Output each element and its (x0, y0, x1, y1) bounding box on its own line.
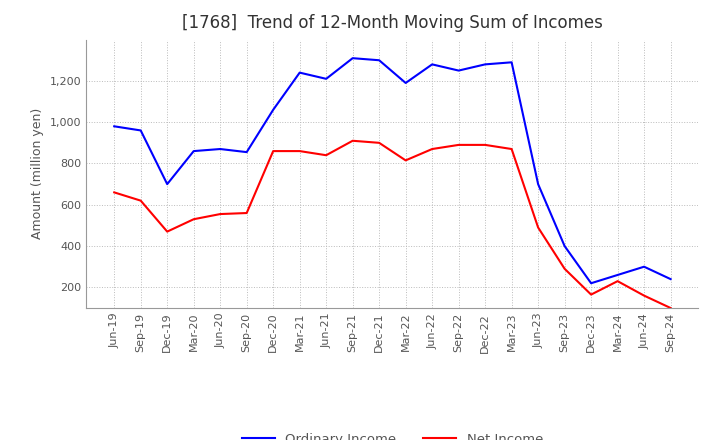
Title: [1768]  Trend of 12-Month Moving Sum of Incomes: [1768] Trend of 12-Month Moving Sum of I… (182, 15, 603, 33)
Ordinary Income (110, 124, 119, 129)
Net Income (322, 153, 330, 158)
Net Income (534, 225, 542, 230)
Net Income (163, 229, 171, 234)
Net Income (640, 293, 649, 298)
Net Income (587, 292, 595, 297)
Ordinary Income (216, 147, 225, 152)
Net Income (666, 305, 675, 311)
Ordinary Income (189, 148, 198, 154)
Net Income (295, 148, 304, 154)
Y-axis label: Amount (million yen): Amount (million yen) (32, 108, 45, 239)
Ordinary Income (401, 81, 410, 86)
Ordinary Income (587, 281, 595, 286)
Ordinary Income (428, 62, 436, 67)
Net Income (454, 142, 463, 147)
Net Income (481, 142, 490, 147)
Net Income (243, 210, 251, 216)
Ordinary Income (666, 276, 675, 282)
Net Income (428, 147, 436, 152)
Ordinary Income (534, 181, 542, 187)
Ordinary Income (454, 68, 463, 73)
Net Income (348, 138, 357, 143)
Net Income (216, 211, 225, 216)
Net Income (189, 216, 198, 222)
Ordinary Income (295, 70, 304, 75)
Ordinary Income (640, 264, 649, 269)
Net Income (375, 140, 384, 146)
Ordinary Income (560, 243, 569, 249)
Net Income (401, 158, 410, 163)
Ordinary Income (136, 128, 145, 133)
Net Income (136, 198, 145, 203)
Net Income (110, 190, 119, 195)
Ordinary Income (269, 107, 277, 113)
Ordinary Income (481, 62, 490, 67)
Line: Ordinary Income: Ordinary Income (114, 58, 670, 283)
Ordinary Income (243, 150, 251, 155)
Ordinary Income (375, 58, 384, 63)
Net Income (613, 279, 622, 284)
Ordinary Income (322, 76, 330, 81)
Ordinary Income (508, 60, 516, 65)
Ordinary Income (613, 272, 622, 278)
Legend: Ordinary Income, Net Income: Ordinary Income, Net Income (237, 427, 548, 440)
Net Income (269, 148, 277, 154)
Line: Net Income: Net Income (114, 141, 670, 308)
Net Income (508, 147, 516, 152)
Ordinary Income (163, 181, 171, 187)
Ordinary Income (348, 55, 357, 61)
Net Income (560, 266, 569, 271)
